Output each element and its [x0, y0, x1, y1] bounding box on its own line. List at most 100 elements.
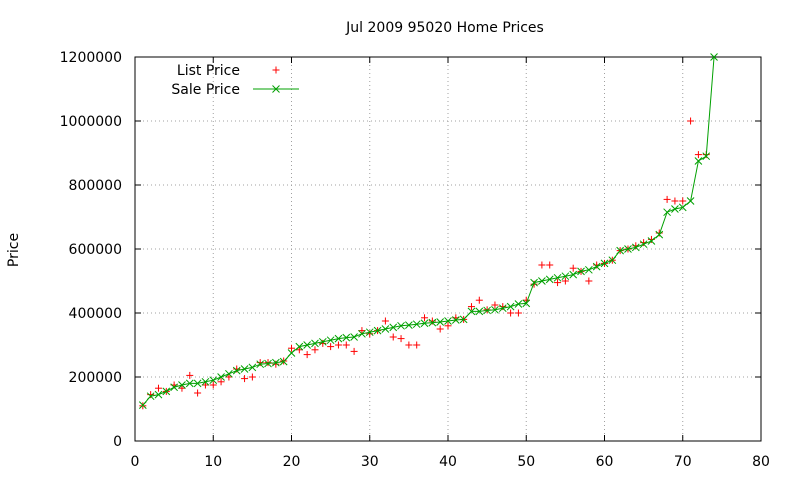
- list-price-point: [397, 335, 405, 343]
- sale-price-point: [639, 240, 648, 249]
- cross-marker-b: [428, 318, 437, 327]
- cross-marker-b: [584, 265, 593, 274]
- cross-marker-b: [444, 317, 452, 325]
- list-price-point: [147, 391, 155, 399]
- cross-marker-b: [225, 369, 233, 378]
- x-tick-label: 80: [752, 454, 770, 470]
- y-tick-label: 200000: [69, 370, 122, 386]
- legend: List Price Sale Price: [171, 63, 299, 98]
- list-price-point: [209, 381, 217, 389]
- cross-marker-b: [561, 272, 570, 281]
- sale-price-point: [138, 401, 147, 410]
- list-price-point: [687, 117, 695, 125]
- cross-marker-b: [342, 333, 351, 342]
- sale-price-point: [326, 336, 335, 345]
- list-price-point: [295, 346, 303, 354]
- cross-marker-b: [702, 152, 711, 161]
- sale-price-point: [569, 270, 578, 279]
- cross-marker-b: [358, 329, 366, 338]
- list-price-point: [194, 389, 202, 397]
- cross-marker-b: [467, 307, 476, 316]
- cross-marker-b: [530, 278, 538, 287]
- plot-series: [138, 53, 718, 410]
- cross-marker-b: [272, 85, 280, 93]
- cross-marker-b: [608, 256, 617, 265]
- list-price-point: [217, 378, 225, 386]
- sale-price-point: [240, 365, 249, 373]
- cross-marker-b: [678, 203, 687, 212]
- cross-marker-b: [154, 390, 163, 399]
- sale-price-point: [702, 152, 711, 161]
- cross-marker-b: [381, 325, 390, 333]
- list-price-point: [640, 239, 648, 247]
- list-price-point: [561, 277, 569, 285]
- sale-price-point: [365, 328, 374, 337]
- cross-marker-b: [538, 277, 546, 285]
- sale-price-point: [506, 302, 515, 311]
- cross-marker-b: [639, 240, 648, 249]
- cross-marker-b: [694, 157, 703, 165]
- x-tick-label: 10: [204, 454, 222, 470]
- cross-marker-b: [248, 363, 257, 372]
- x-tick-label: 0: [131, 454, 140, 470]
- list-price-point: [530, 280, 538, 288]
- cross-marker-b: [287, 349, 296, 357]
- cross-marker-b: [193, 379, 202, 388]
- list-price-point: [248, 373, 256, 381]
- sale-price-point: [530, 278, 538, 287]
- sale-price-point: [295, 342, 304, 351]
- axes: 0 10 20 30 40 50 60 70 80 0 200000 400000 600000 8000…: [60, 50, 770, 470]
- y-tick-label: 600000: [69, 242, 122, 258]
- cross-marker-b: [318, 337, 327, 346]
- list-price-point: [381, 317, 389, 325]
- sale-price-point: [264, 359, 272, 368]
- cross-marker-b: [217, 373, 225, 381]
- cross-marker-b: [334, 334, 343, 343]
- cross-marker-b: [686, 197, 695, 205]
- list-price-point: [264, 359, 272, 367]
- list-price-point: [679, 197, 687, 205]
- cross-marker-b: [303, 341, 312, 349]
- list-price-point: [178, 384, 186, 392]
- cross-marker-b: [256, 360, 265, 369]
- cross-marker-b: [522, 299, 531, 308]
- legend-label-sale-price: Sale Price: [171, 82, 240, 98]
- sale-price-point: [514, 300, 523, 308]
- sale-price-point: [389, 323, 398, 332]
- list-price-point: [389, 333, 397, 341]
- sale-price-point: [428, 318, 437, 327]
- grid: [135, 57, 761, 441]
- cross-marker-b: [412, 320, 421, 329]
- cross-marker-b: [271, 358, 280, 367]
- cross-marker-b: [710, 53, 718, 61]
- sale-price-point: [178, 381, 186, 389]
- sale-price-point: [545, 275, 554, 284]
- cross-marker-b: [616, 246, 625, 255]
- list-price-point: [467, 303, 475, 311]
- sale-price-point: [350, 333, 358, 341]
- sale-price-point: [694, 157, 703, 165]
- sale-price-point: [232, 366, 241, 375]
- sale-price-point: [678, 203, 687, 212]
- cross-marker-b: [553, 273, 562, 282]
- sale-price-point: [342, 333, 351, 342]
- list-price-point: [272, 360, 280, 368]
- list-price-point: [546, 261, 554, 269]
- sale-price-line: [142, 56, 715, 406]
- cross-marker-b: [162, 387, 171, 396]
- list-price-point: [428, 317, 436, 325]
- cross-marker-b: [671, 205, 679, 213]
- sale-price-point: [162, 387, 171, 396]
- sale-price-point: [193, 379, 202, 388]
- sale-price-point: [577, 267, 585, 276]
- legend-marker-list-price: [272, 66, 280, 74]
- sale-price-point: [248, 363, 257, 372]
- cross-marker-b: [631, 243, 640, 252]
- list-price-point: [154, 384, 162, 392]
- x-tick-label: 30: [361, 454, 379, 470]
- list-price-point: [186, 371, 194, 379]
- y-tick-label: 800000: [69, 178, 122, 194]
- sale-price-point: [592, 262, 601, 271]
- sale-price-point: [451, 316, 460, 324]
- list-price-point: [632, 242, 640, 250]
